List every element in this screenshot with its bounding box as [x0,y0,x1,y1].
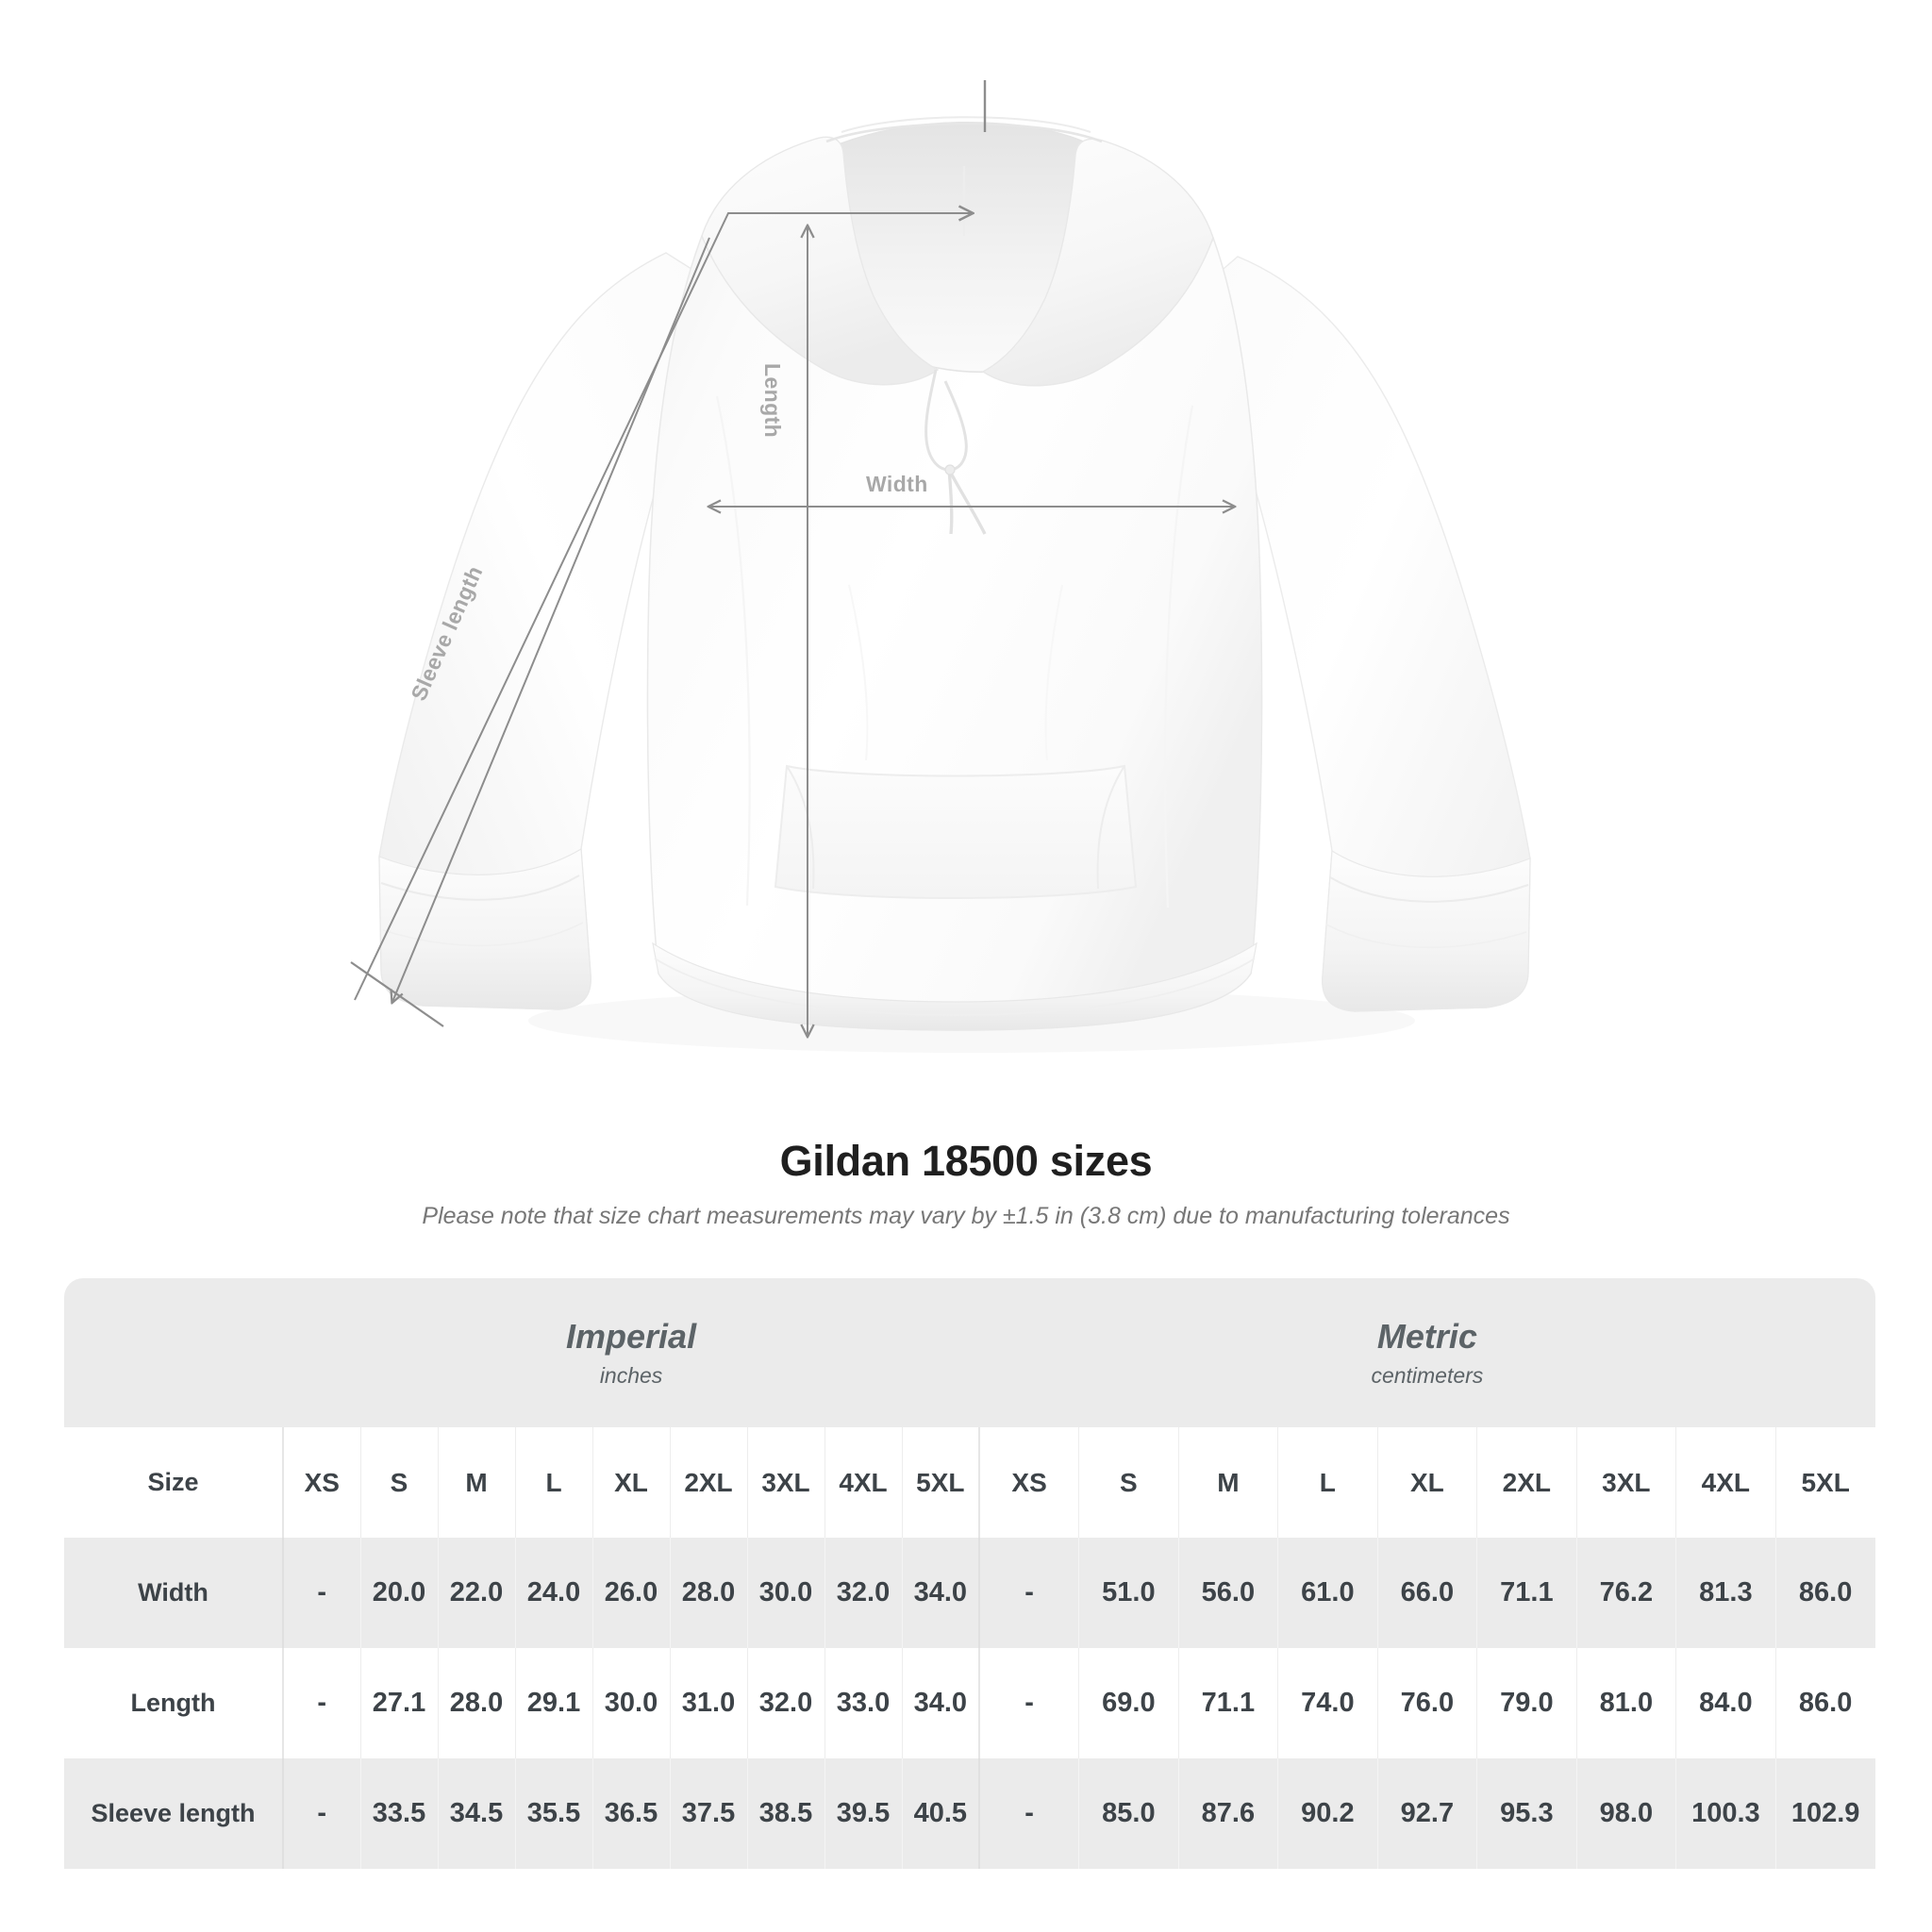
cell-width-met-M: 56.0 [1177,1538,1278,1648]
cell-sleeve-met-3XL: 98.0 [1575,1758,1676,1869]
cell-width-imp-4XL: 32.0 [824,1538,902,1648]
cell-width-met-4XL: 81.3 [1675,1538,1776,1648]
banner-spacer [64,1278,283,1427]
imperial-subtitle: inches [599,1363,663,1389]
cell-length-met-S: 69.0 [1078,1648,1179,1758]
cell-length-met-XL: 76.0 [1376,1648,1477,1758]
cell-length-met-2XL: 79.0 [1476,1648,1577,1758]
size-header-met-XS: XS [978,1427,1079,1538]
cell-sleeve-met-XL: 92.7 [1376,1758,1477,1869]
cell-length-imp-S: 27.1 [359,1648,438,1758]
size-header-met-5XL: 5XL [1774,1427,1875,1538]
metric-banner: Metric centimeters [979,1278,1875,1427]
cell-length-met-L: 74.0 [1277,1648,1378,1758]
tolerance-note: Please note that size chart measurements… [422,1203,1510,1229]
metric-subtitle: centimeters [1371,1363,1484,1389]
size-header-met-2XL: 2XL [1476,1427,1577,1538]
size-header-imp-4XL: 4XL [824,1427,902,1538]
cell-length-imp-2XL: 31.0 [669,1648,747,1758]
cell-sleeve-imp-3XL: 38.5 [746,1758,824,1869]
cell-sleeve-imp-XS: - [282,1758,360,1869]
cell-length-imp-XS: - [282,1648,360,1758]
table-row-length: Length - 27.1 28.0 29.1 30.0 31.0 32.0 3… [64,1648,1875,1758]
cell-width-imp-3XL: 30.0 [746,1538,824,1648]
cell-length-imp-M: 28.0 [437,1648,515,1758]
cell-sleeve-met-2XL: 95.3 [1476,1758,1577,1869]
cell-width-met-2XL: 71.1 [1476,1538,1577,1648]
imperial-title: Imperial [566,1316,697,1356]
cell-sleeve-met-S: 85.0 [1078,1758,1179,1869]
length-annotation-label: Length [760,363,785,439]
cell-length-imp-3XL: 32.0 [746,1648,824,1758]
size-header-label: Size [64,1427,283,1538]
table-row-width: Width - 20.0 22.0 24.0 26.0 28.0 30.0 32… [64,1538,1875,1648]
size-header-imp-3XL: 3XL [746,1427,824,1538]
cell-length-imp-4XL: 33.0 [824,1648,902,1758]
cell-sleeve-met-XS: - [978,1758,1079,1869]
size-header-met-L: L [1277,1427,1378,1538]
size-header-met-S: S [1078,1427,1179,1538]
cell-length-imp-5XL: 34.0 [901,1648,980,1758]
size-header-met-3XL: 3XL [1575,1427,1676,1538]
size-header-met-4XL: 4XL [1675,1427,1776,1538]
sleeve-leader-line [354,80,987,1001]
size-table: Imperial inches Metric centimeters Size … [64,1278,1875,1869]
cell-width-met-S: 51.0 [1078,1538,1179,1648]
width-annotation-label: Width [866,472,928,496]
cell-width-met-XS: - [978,1538,1079,1648]
cell-width-met-3XL: 76.2 [1575,1538,1676,1648]
size-header-imp-S: S [359,1427,438,1538]
cell-length-met-XS: - [978,1648,1079,1758]
cell-width-imp-L: 24.0 [514,1538,592,1648]
size-header-imp-2XL: 2XL [669,1427,747,1538]
cell-sleeve-imp-5XL: 40.5 [901,1758,980,1869]
cell-length-met-3XL: 81.0 [1575,1648,1676,1758]
garment-illustration: Length Width Sleeve length [350,80,1932,1123]
cell-length-met-M: 71.1 [1177,1648,1278,1758]
cell-length-imp-L: 29.1 [514,1648,592,1758]
size-header-row: Size XS S M L XL 2XL 3XL 4XL 5XL XS S M … [64,1427,1875,1538]
metric-title: Metric [1376,1316,1477,1356]
cell-length-imp-XL: 30.0 [591,1648,670,1758]
cell-width-imp-XS: - [282,1538,360,1648]
size-table-container: Imperial inches Metric centimeters Size … [64,1278,1875,1869]
cell-sleeve-imp-S: 33.5 [359,1758,438,1869]
measurement-annotations [350,80,1932,1123]
cell-width-met-5XL: 86.0 [1774,1538,1875,1648]
cell-width-met-XL: 66.0 [1376,1538,1477,1648]
unit-banner-row: Imperial inches Metric centimeters [64,1278,1875,1427]
cell-sleeve-met-4XL: 100.3 [1675,1758,1776,1869]
cell-sleeve-imp-M: 34.5 [437,1758,515,1869]
imperial-banner: Imperial inches [283,1278,980,1427]
size-header-imp-XL: XL [591,1427,670,1538]
sleeve-length-arrow [350,237,710,1027]
cell-width-imp-XL: 26.0 [591,1538,670,1648]
cell-width-met-L: 61.0 [1277,1538,1378,1648]
page-title: Gildan 18500 sizes [779,1137,1153,1185]
cell-sleeve-imp-L: 35.5 [514,1758,592,1869]
cell-sleeve-met-M: 87.6 [1177,1758,1278,1869]
size-header-met-M: M [1177,1427,1278,1538]
size-header-imp-L: L [514,1427,592,1538]
size-header-imp-XS: XS [282,1427,360,1538]
cell-sleeve-met-L: 90.2 [1277,1758,1378,1869]
cell-sleeve-imp-XL: 36.5 [591,1758,670,1869]
cell-width-imp-S: 20.0 [359,1538,438,1648]
row-label-sleeve-length: Sleeve length [64,1758,283,1869]
cell-length-met-4XL: 84.0 [1675,1648,1776,1758]
row-label-length: Length [64,1648,283,1758]
table-row-sleeve-length: Sleeve length - 33.5 34.5 35.5 36.5 37.5… [64,1758,1875,1869]
row-label-width: Width [64,1538,283,1648]
cell-width-imp-M: 22.0 [437,1538,515,1648]
cell-width-imp-2XL: 28.0 [669,1538,747,1648]
cell-width-imp-5XL: 34.0 [901,1538,980,1648]
size-header-met-XL: XL [1376,1427,1477,1538]
cell-length-met-5XL: 86.0 [1774,1648,1875,1758]
cell-sleeve-imp-2XL: 37.5 [669,1758,747,1869]
size-header-imp-5XL: 5XL [901,1427,980,1538]
size-header-imp-M: M [437,1427,515,1538]
cell-sleeve-met-5XL: 102.9 [1774,1758,1875,1869]
cell-sleeve-imp-4XL: 39.5 [824,1758,902,1869]
